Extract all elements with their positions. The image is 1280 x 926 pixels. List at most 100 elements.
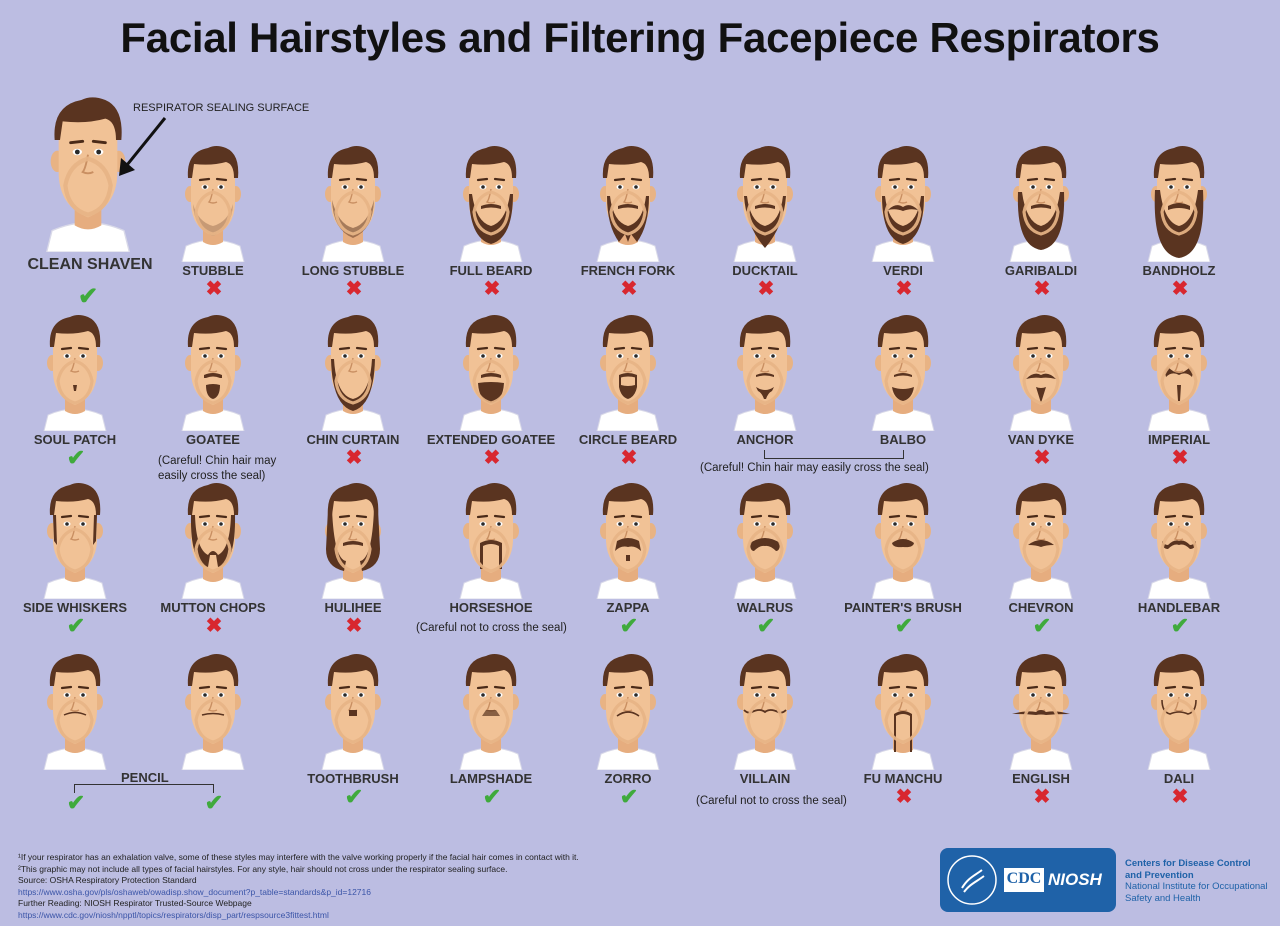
hairstyle-label: CHIN CURTAIN bbox=[306, 432, 400, 447]
check-icon: ✔ bbox=[204, 790, 224, 815]
face-illustration bbox=[180, 144, 246, 262]
hairstyle-item: ✔ bbox=[144, 650, 282, 820]
check-icon: ✔ bbox=[756, 613, 776, 638]
clean-shaven-item: CLEAN SHAVEN ✔ bbox=[20, 92, 160, 312]
face-illustration bbox=[732, 652, 798, 770]
hairstyle-label: ENGLISH bbox=[1012, 771, 1070, 786]
anchor-balbo-note: (Careful! Chin hair may easily cross the… bbox=[700, 462, 929, 474]
hairstyle-label: HORSESHOE bbox=[449, 600, 533, 615]
source-text: Source: OSHA Respiratory Protection Stan… bbox=[18, 875, 197, 885]
face-illustration bbox=[1146, 144, 1212, 262]
hairstyle-label: BANDHOLZ bbox=[1142, 263, 1216, 278]
check-icon: ✔ bbox=[482, 784, 502, 809]
hairstyle-item: ENGLISH ✖ bbox=[972, 650, 1110, 820]
cross-icon: ✖ bbox=[205, 278, 223, 300]
agency-line-4: Safety and Health bbox=[1125, 892, 1201, 904]
check-icon: ✔ bbox=[344, 784, 364, 809]
face-illustration bbox=[732, 144, 798, 262]
agency-line-3: National Institute for Occupational bbox=[1125, 881, 1268, 892]
hairstyle-label: ZAPPA bbox=[606, 600, 650, 615]
hairstyle-label: FU MANCHU bbox=[863, 771, 943, 786]
hairstyle-label: PAINTER'S BRUSH bbox=[844, 600, 962, 615]
hairstyle-item: LONG STUBBLE ✖ bbox=[284, 142, 422, 312]
hairstyle-item: CIRCLE BEARD ✖ bbox=[559, 311, 697, 481]
hairstyle-item: SOUL PATCH ✔ bbox=[6, 311, 144, 481]
hairstyle-label: VERDI bbox=[883, 263, 923, 278]
hairstyle-item: DUCKTAIL ✖ bbox=[696, 142, 834, 312]
hairstyle-item: VERDI ✖ bbox=[834, 142, 972, 312]
hairstyle-item: BANDHOLZ ✖ bbox=[1110, 142, 1248, 312]
hairstyle-label: DUCKTAIL bbox=[732, 263, 798, 278]
agency-line-1: Centers for Disease Control bbox=[1125, 858, 1251, 869]
check-icon: ✔ bbox=[619, 784, 639, 809]
arrow-icon bbox=[119, 117, 167, 176]
face-illustration bbox=[320, 313, 386, 431]
cross-icon: ✖ bbox=[1171, 278, 1189, 300]
cross-icon: ✖ bbox=[1033, 786, 1051, 808]
hairstyle-label: ZORRO bbox=[604, 771, 652, 786]
cross-icon: ✖ bbox=[483, 447, 501, 469]
hairstyle-item: EXTENDED GOATEE ✖ bbox=[422, 311, 560, 481]
check-icon: ✔ bbox=[66, 613, 86, 638]
hairstyle-item: VILLAIN bbox=[696, 650, 834, 820]
further-reading-text: Further Reading: NIOSH Respirator Truste… bbox=[18, 898, 252, 908]
hairstyle-item: ZAPPA ✔ bbox=[559, 479, 697, 649]
hairstyle-label: IMPERIAL bbox=[1147, 432, 1211, 447]
face-illustration bbox=[458, 313, 524, 431]
cross-icon: ✖ bbox=[1033, 447, 1051, 469]
check-icon: ✔ bbox=[1032, 613, 1052, 638]
face-illustration bbox=[595, 652, 661, 770]
horseshoe-note: (Careful not to cross the seal) bbox=[416, 622, 567, 634]
further-reading-link[interactable]: https://www.cdc.gov/niosh/npptl/topics/r… bbox=[18, 909, 329, 920]
face-illustration bbox=[732, 481, 798, 599]
check-icon: ✔ bbox=[78, 283, 99, 310]
face-illustration bbox=[1008, 313, 1074, 431]
pencil-bracket bbox=[74, 784, 214, 793]
hairstyle-item: HORSESHOE bbox=[422, 479, 560, 649]
hairstyle-item: SIDE WHISKERS ✔ bbox=[6, 479, 144, 649]
hairstyle-label: LONG STUBBLE bbox=[301, 263, 405, 278]
hairstyle-label: EXTENDED GOATEE bbox=[426, 432, 556, 447]
pencil-label: PENCIL bbox=[121, 770, 169, 785]
hairstyle-item: VAN DYKE ✖ bbox=[972, 311, 1110, 481]
cross-icon: ✖ bbox=[620, 278, 638, 300]
footnote-2: ²This graphic may not include all types … bbox=[18, 863, 508, 874]
footer: ¹If your respirator has an exhalation va… bbox=[18, 852, 579, 921]
hairstyle-item: ZORRO ✔ bbox=[559, 650, 697, 820]
cross-icon: ✖ bbox=[205, 615, 223, 637]
face-illustration bbox=[180, 481, 246, 599]
hairstyle-item: FRENCH FORK ✖ bbox=[559, 142, 697, 312]
cross-icon: ✖ bbox=[345, 447, 363, 469]
face-illustration bbox=[320, 481, 386, 599]
niosh-logo: NIOSH bbox=[1048, 870, 1102, 889]
face-illustration bbox=[180, 652, 246, 770]
cross-icon: ✖ bbox=[1171, 786, 1189, 808]
check-icon: ✔ bbox=[66, 445, 86, 470]
source-link[interactable]: https://www.osha.gov/pls/oshaweb/owadisp… bbox=[18, 886, 371, 897]
hairstyle-item: LAMPSHADE ✔ bbox=[422, 650, 560, 820]
hairstyle-label: BALBO bbox=[879, 432, 927, 447]
face-illustration bbox=[870, 481, 936, 599]
face-illustration bbox=[1146, 652, 1212, 770]
check-icon: ✔ bbox=[1170, 613, 1190, 638]
page-title: Facial Hairstyles and Filtering Facepiec… bbox=[120, 14, 1160, 61]
cross-icon: ✖ bbox=[757, 278, 775, 300]
face-illustration bbox=[595, 144, 661, 262]
footnote-1: ¹If your respirator has an exhalation va… bbox=[18, 852, 579, 862]
hairstyle-item: TOOTHBRUSH ✔ bbox=[284, 650, 422, 820]
anchor-balbo-bracket bbox=[764, 450, 904, 459]
hairstyle-item: PAINTER'S BRUSH ✔ bbox=[834, 479, 972, 649]
hairstyle-item: STUBBLE ✖ bbox=[144, 142, 282, 312]
check-icon: ✔ bbox=[619, 613, 639, 638]
hairstyle-item: CHEVRON ✔ bbox=[972, 479, 1110, 649]
face-illustration bbox=[870, 144, 936, 262]
goatee-note-1: (Careful! Chin hair may bbox=[158, 455, 277, 467]
agency-text: Centers for Disease Control and Preventi… bbox=[1125, 858, 1268, 904]
hairstyle-item: WALRUS ✔ bbox=[696, 479, 834, 649]
hairstyle-label: ANCHOR bbox=[736, 432, 794, 447]
check-icon: ✔ bbox=[894, 613, 914, 638]
hairstyle-item: HANDLEBAR ✔ bbox=[1110, 479, 1248, 649]
hairstyle-item: FULL BEARD ✖ bbox=[422, 142, 560, 312]
hairstyle-item: HULIHEE ✖ bbox=[284, 479, 422, 649]
hairstyle-label: FRENCH FORK bbox=[580, 263, 676, 278]
